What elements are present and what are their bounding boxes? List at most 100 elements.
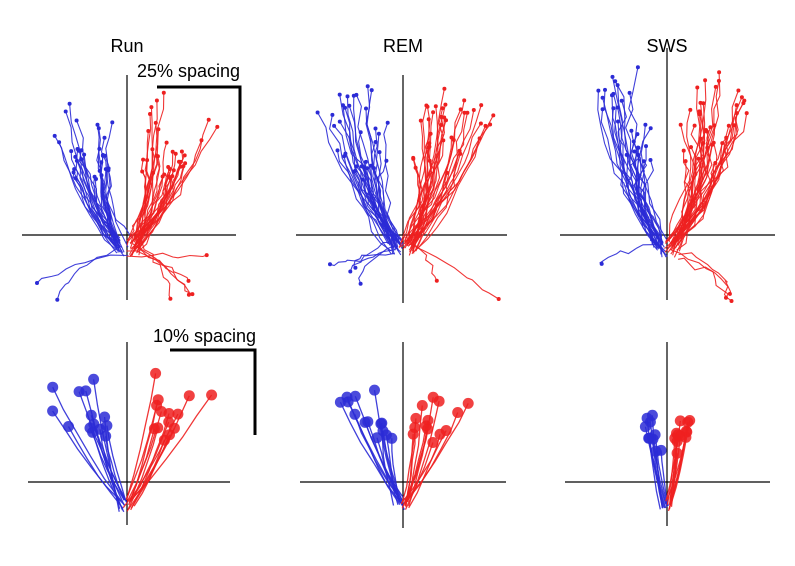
left-tuned-endpoint	[596, 88, 601, 93]
right-tuned-trajectory	[135, 245, 193, 295]
right-tuned-endpoint	[170, 149, 175, 154]
right-tuned-endpoint	[411, 156, 416, 161]
right-tuned-endpoint	[729, 299, 734, 303]
right-tuned-endpoint	[465, 110, 470, 115]
left-tuned-endpoint	[363, 159, 368, 164]
left-tuned-trajectory	[354, 396, 404, 502]
left-tuned-trajectory	[329, 114, 392, 255]
right-tuned-endpoint	[724, 295, 728, 300]
left-tuned-endpoint	[72, 167, 77, 172]
left-tuned-trajectory	[336, 150, 405, 246]
left-tuned-trajectory	[342, 105, 403, 241]
right-tuned-endpoint	[418, 118, 423, 123]
right-tuned-endpoint	[152, 422, 164, 434]
left-tuned-endpoint	[349, 408, 361, 420]
left-tuned-endpoint	[102, 135, 107, 140]
right-tuned-endpoint	[471, 108, 476, 112]
right-tuned-endpoint	[496, 297, 501, 301]
left-tuned-trajectory	[625, 92, 665, 248]
scale-bar-top-line	[157, 85, 242, 180]
right-tuned-trajectory	[407, 123, 482, 247]
left-tuned-endpoint	[35, 281, 39, 285]
left-tuned-trajectory	[652, 439, 668, 507]
left-tuned-endpoint	[603, 87, 607, 92]
scale-bar-bottom-label: 10% spacing	[153, 326, 256, 346]
right-tuned-endpoint	[681, 148, 686, 153]
left-tuned-endpoint	[99, 411, 111, 423]
right-tuned-trajectory	[133, 129, 159, 243]
left-tuned-trajectory	[74, 156, 121, 253]
left-tuned-endpoint	[345, 94, 350, 99]
right-tuned-endpoint	[206, 389, 218, 401]
left-tuned-endpoint	[376, 417, 388, 429]
right-tuned-endpoint	[708, 125, 713, 130]
left-tuned-trajectory	[56, 246, 119, 300]
right-tuned-endpoint	[183, 161, 188, 166]
right-tuned-endpoint	[442, 86, 447, 91]
right-tuned-endpoint	[491, 113, 496, 118]
right-tuned-endpoint	[479, 103, 484, 108]
left-tuned-trajectory	[78, 150, 120, 241]
right-tuned-endpoint	[458, 107, 463, 112]
right-tuned-endpoint	[183, 390, 195, 402]
right-tuned-endpoint	[154, 153, 159, 158]
right-tuned-trajectory	[141, 241, 171, 300]
left-tuned-endpoint	[639, 421, 651, 433]
right-tuned-trajectory	[136, 163, 186, 252]
right-tuned-endpoint	[462, 397, 474, 409]
right-tuned-endpoint	[186, 278, 191, 283]
left-tuned-endpoint	[103, 153, 107, 158]
right-tuned-endpoint	[697, 109, 702, 114]
left-tuned-endpoint	[385, 120, 390, 125]
left-tuned-endpoint	[97, 146, 102, 151]
right-tuned-endpoint	[742, 98, 747, 103]
right-tuned-trajectory	[406, 117, 445, 247]
right-tuned-endpoint	[146, 129, 151, 133]
right-tuned-trajectory	[412, 120, 428, 254]
left-tuned-endpoint	[376, 131, 381, 136]
right-tuned-endpoint	[179, 149, 184, 154]
right-tuned-trajectory	[404, 401, 440, 510]
right-tuned-endpoint	[710, 142, 715, 147]
right-tuned-endpoint	[177, 159, 181, 164]
scale-bar-top: 25% spacing	[137, 61, 242, 180]
left-tuned-endpoint	[384, 158, 389, 163]
left-tuned-endpoint	[371, 166, 376, 171]
left-tuned-endpoint	[63, 109, 68, 114]
left-tuned-endpoint	[110, 120, 115, 125]
left-tuned-endpoint	[88, 373, 100, 385]
left-tuned-endpoint	[648, 158, 653, 162]
left-tuned-endpoint	[613, 79, 618, 84]
right-tuned-trajectory	[130, 434, 171, 509]
left-tuned-trajectory	[344, 153, 402, 253]
right-tuned-trajectory	[128, 405, 158, 506]
scale-bar-bottom-line	[170, 348, 257, 435]
right-tuned-trajectory	[130, 165, 184, 250]
right-tuned-endpoint	[173, 151, 178, 156]
left-tuned-endpoint	[624, 152, 629, 157]
right-tuned-endpoint	[678, 122, 683, 127]
right-tuned-endpoint	[171, 168, 176, 173]
panel-sws-individual	[560, 48, 775, 303]
left-tuned-endpoint	[52, 133, 57, 138]
right-tuned-endpoint	[416, 400, 428, 411]
right-tuned-trajectory	[673, 146, 698, 258]
right-tuned-endpoint	[452, 407, 464, 418]
right-tuned-endpoint	[440, 106, 445, 111]
left-tuned-endpoint	[632, 149, 637, 154]
left-tuned-trajectory	[329, 252, 395, 267]
right-tuned-endpoint	[164, 140, 169, 145]
left-tuned-endpoint	[69, 149, 74, 154]
right-tuned-endpoint	[443, 102, 448, 107]
right-tuned-endpoint	[409, 422, 421, 433]
right-tuned-trajectory	[400, 88, 445, 244]
right-tuned-trajectory	[670, 147, 712, 255]
left-tuned-endpoint	[610, 74, 615, 79]
panel-rem-individual	[296, 75, 507, 303]
right-tuned-trajectory	[669, 248, 729, 299]
left-tuned-trajectory	[102, 155, 119, 238]
right-tuned-endpoint	[204, 253, 209, 258]
right-tuned-trajectory	[405, 412, 459, 503]
left-tuned-trajectory	[617, 100, 667, 258]
